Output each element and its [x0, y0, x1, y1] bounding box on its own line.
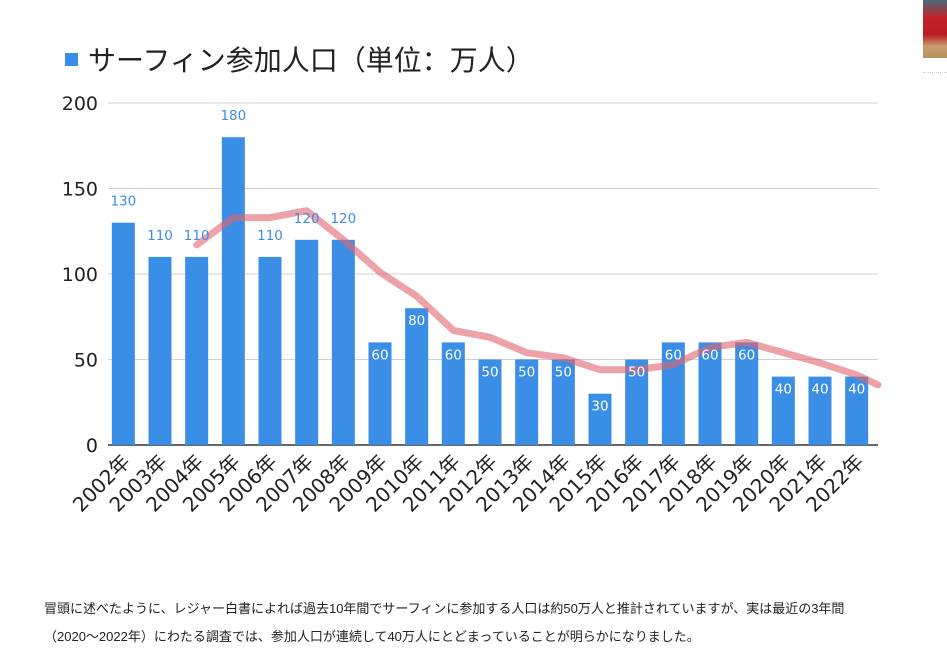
bar — [111, 222, 135, 445]
legend-swatch — [65, 53, 78, 66]
bar — [441, 342, 465, 445]
data-label: 50 — [628, 365, 645, 381]
data-label: 110 — [184, 228, 210, 244]
bar — [478, 359, 502, 445]
y-tick-label: 200 — [62, 93, 98, 115]
data-label: 110 — [257, 228, 283, 244]
trend-line — [193, 207, 882, 389]
bar — [625, 359, 649, 445]
thumbnail-image[interactable] — [923, 0, 947, 58]
bar — [551, 359, 575, 445]
data-label: 50 — [518, 365, 535, 381]
data-label: 120 — [330, 211, 356, 227]
bar — [258, 256, 282, 445]
data-label: 130 — [110, 194, 136, 210]
divider — [923, 72, 947, 73]
y-tick-label: 0 — [86, 435, 98, 457]
bar-chart: サーフィン参加人口（単位：万人） 0 50 100 150 200 130 110 110 1… — [62, 44, 882, 517]
bar — [735, 342, 759, 445]
bar — [771, 376, 795, 445]
bar — [698, 342, 722, 445]
data-label: 60 — [445, 347, 462, 363]
y-tick-label: 100 — [62, 264, 98, 286]
data-label: 60 — [701, 347, 718, 363]
bar — [808, 376, 832, 445]
bar — [588, 393, 612, 445]
y-tick-label: 150 — [62, 179, 98, 201]
data-label: 80 — [408, 313, 425, 329]
chart-title: サーフィン参加人口（単位：万人） — [88, 44, 534, 77]
data-label: 110 — [147, 228, 173, 244]
y-tick-label: 50 — [74, 350, 98, 372]
data-label: 120 — [294, 211, 320, 227]
data-label: 40 — [775, 382, 792, 398]
bar — [368, 342, 392, 445]
data-label: 40 — [848, 382, 865, 398]
data-label: 30 — [591, 399, 608, 415]
data-label: 40 — [811, 382, 828, 398]
bar — [331, 239, 355, 445]
bar — [515, 359, 539, 445]
data-label: 60 — [665, 347, 682, 363]
bar — [148, 256, 172, 445]
bar — [845, 376, 869, 445]
caption-line-1: 冒頭に述べたように、レジャー白書によれば過去10年間でサーフィンに参加する人口は… — [44, 601, 845, 616]
caption-line-2: （2020〜2022年）にわたる調査では、参加人口が連続して40万人にとどまって… — [44, 629, 700, 644]
data-label: 50 — [481, 365, 498, 381]
bar — [405, 308, 429, 445]
bar — [295, 239, 319, 445]
data-label: 60 — [371, 347, 388, 363]
data-label: 60 — [738, 347, 755, 363]
bar — [185, 256, 209, 445]
data-label: 50 — [555, 365, 572, 381]
data-label: 180 — [220, 108, 246, 124]
bar — [221, 137, 245, 445]
